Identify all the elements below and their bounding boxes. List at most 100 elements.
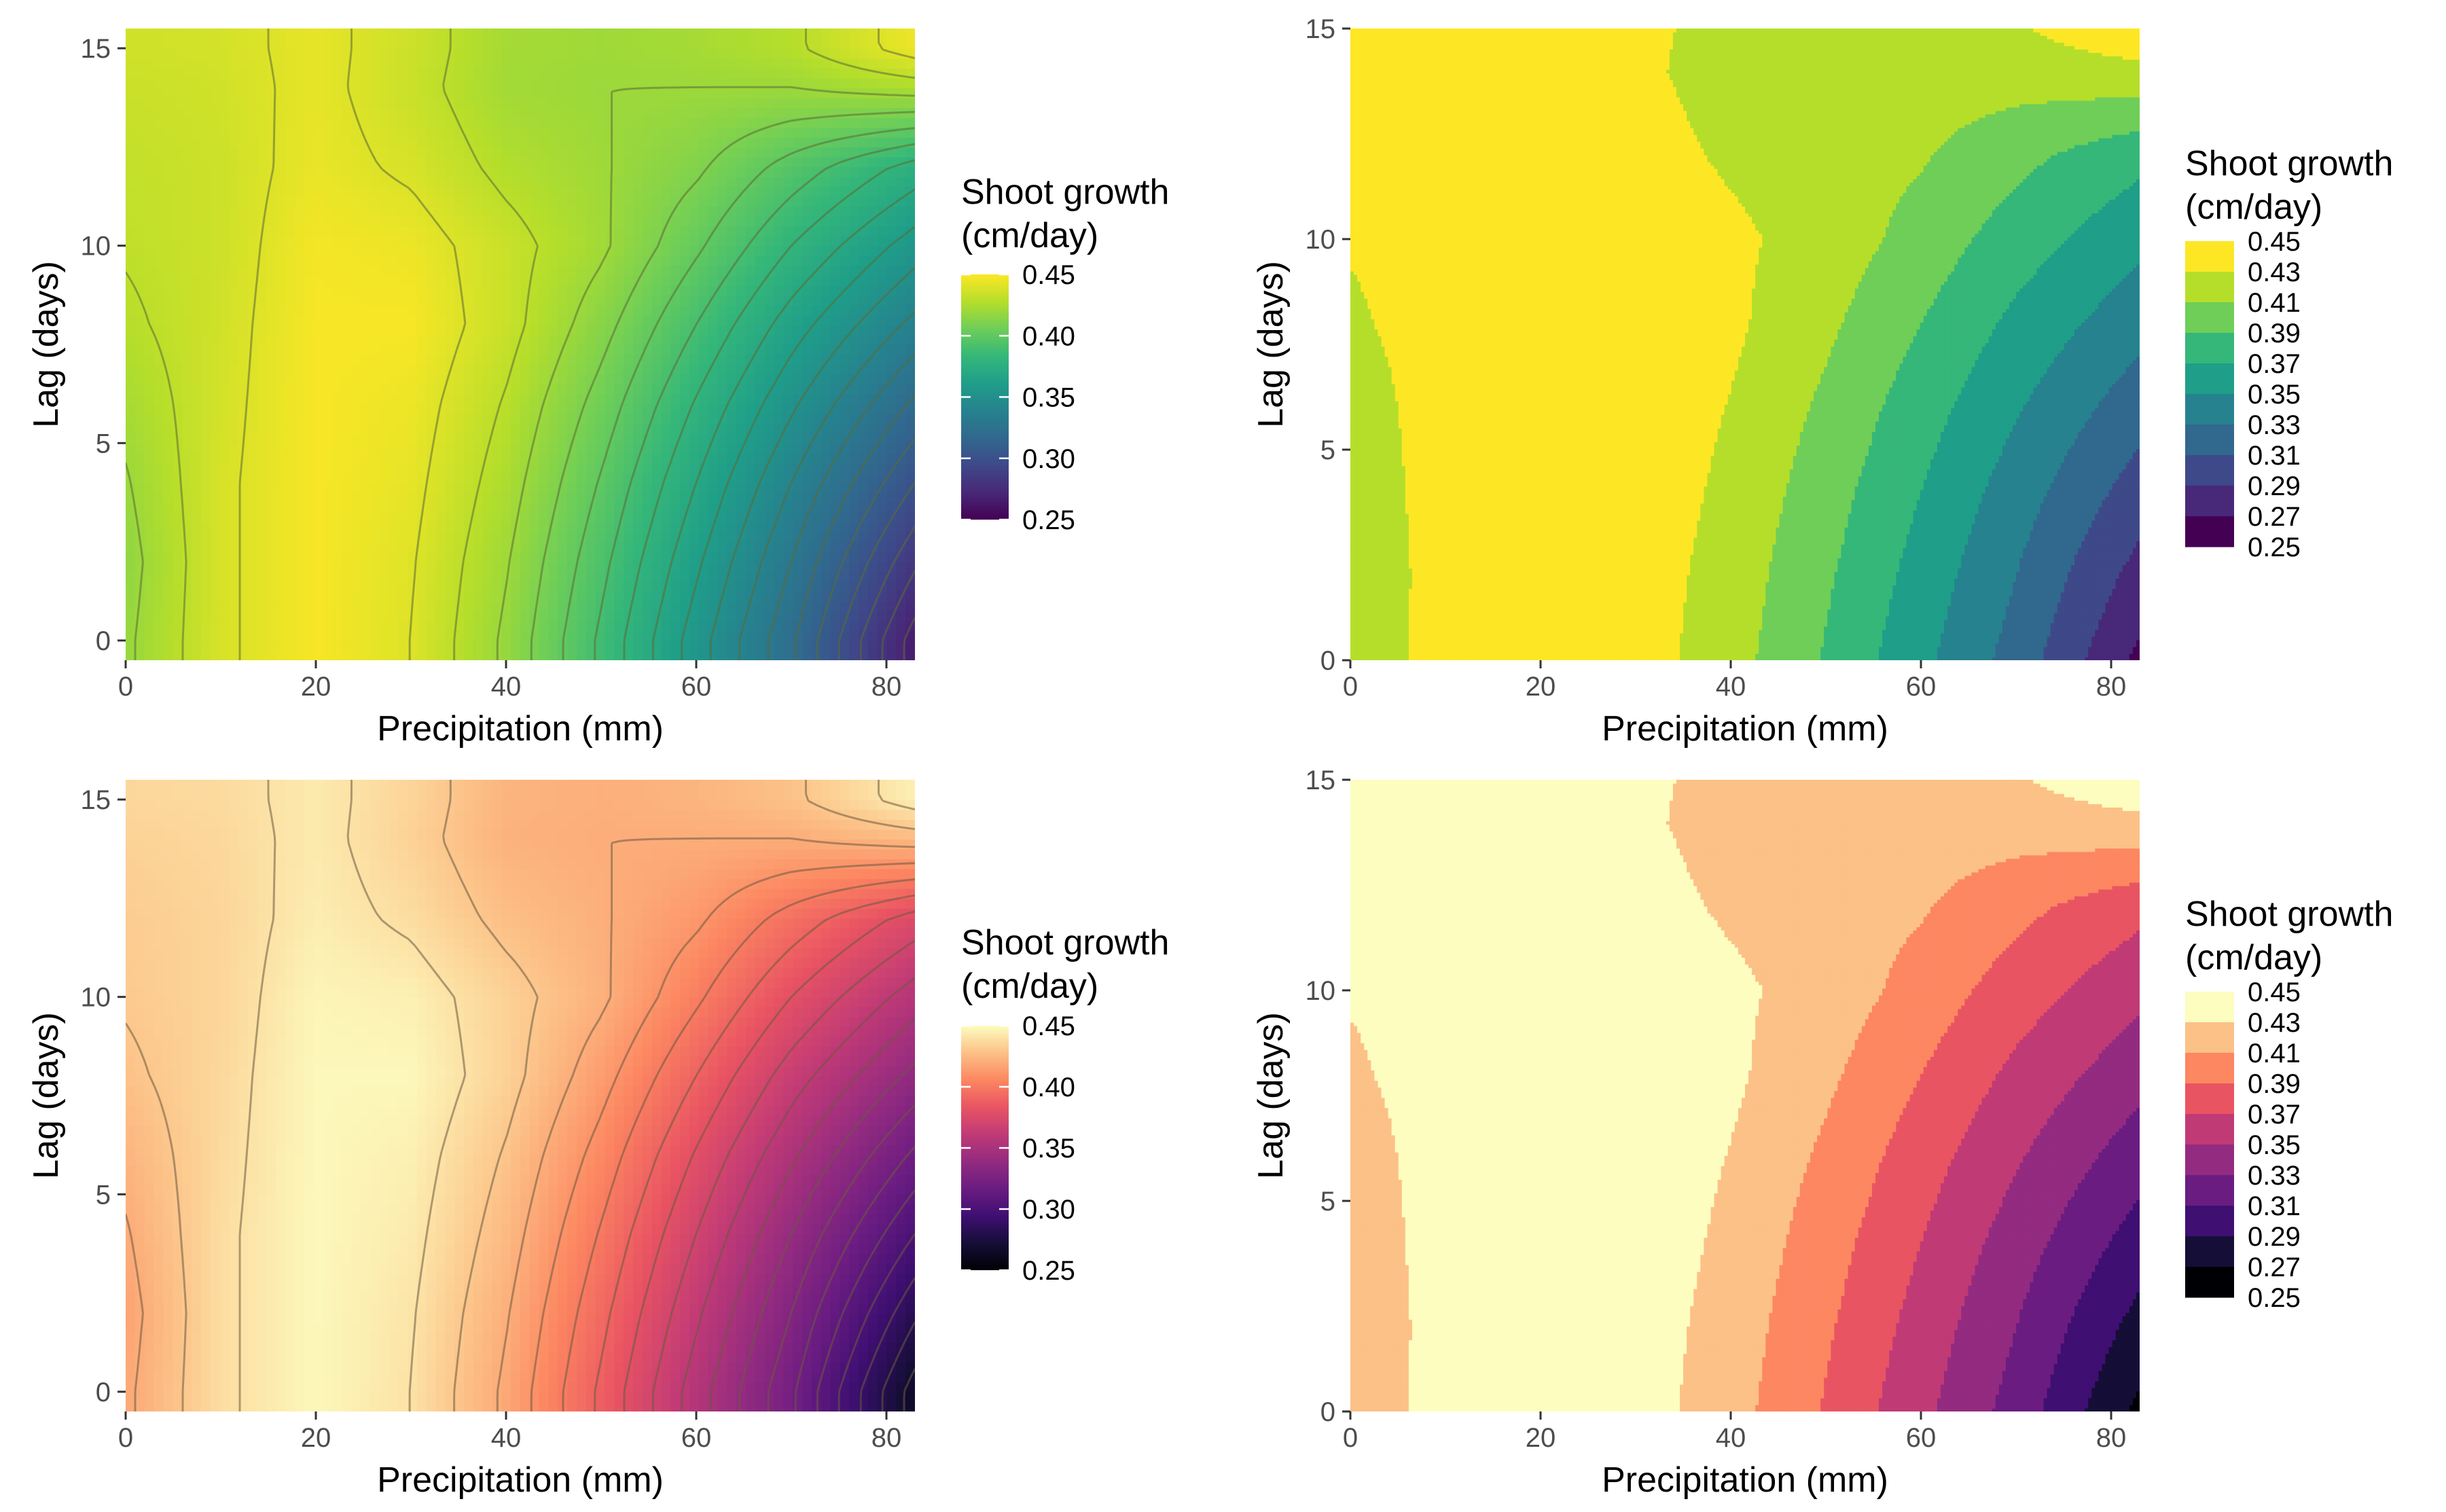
heat-cell [586, 196, 596, 206]
heat-cell [145, 522, 155, 533]
heat-cell [783, 532, 793, 542]
heat-cell [662, 118, 672, 128]
heat-cell [285, 157, 295, 167]
heat-cell [605, 137, 615, 147]
heat-cell [840, 374, 850, 384]
heat-cell [849, 641, 859, 651]
heat-cell [219, 463, 230, 473]
heat-cell [211, 571, 221, 581]
heat-cell [849, 344, 859, 355]
heat-cell [492, 206, 503, 217]
heat-cell [276, 512, 286, 522]
heat-cell [135, 571, 145, 581]
heat-cell [652, 216, 662, 226]
heat-cell [821, 196, 831, 206]
heat-cell [511, 630, 521, 641]
heat-cell [859, 443, 869, 453]
heat-cell [342, 285, 352, 295]
heat-cell [840, 344, 850, 355]
heat-cell [361, 196, 371, 206]
heat-cell [586, 236, 596, 246]
heat-cell [351, 266, 361, 276]
heat-cell [501, 621, 511, 631]
heat-cell [878, 325, 888, 335]
heat-cell [398, 650, 408, 660]
heat-cell [408, 107, 418, 118]
heat-cell [539, 325, 550, 335]
heat-cell [219, 275, 230, 285]
heat-cell [323, 206, 334, 217]
heat-cell [238, 137, 249, 147]
heat-cell [464, 285, 474, 295]
heat-cell [248, 98, 258, 108]
heat-cell [389, 226, 399, 236]
heat-cell [154, 305, 164, 315]
heat-cell [295, 433, 305, 444]
heat-cell [304, 78, 314, 88]
heat-cell [605, 107, 615, 118]
heat-cell [211, 305, 221, 315]
heat-cell [520, 433, 530, 444]
heat-cell [201, 314, 211, 325]
heat-cell [464, 423, 474, 433]
heat-cell [361, 463, 371, 473]
heat-cell [887, 295, 897, 305]
heat-cell [211, 78, 221, 88]
heat-cell [295, 266, 305, 276]
heat-cell [868, 433, 878, 444]
heat-cell [342, 492, 352, 503]
heat-cell [718, 522, 728, 533]
heat-cell [408, 482, 418, 492]
heat-cell [417, 641, 427, 651]
heat-cell [398, 503, 408, 513]
heat-cell [332, 532, 342, 542]
heat-cell [896, 166, 906, 177]
heat-cell [408, 166, 418, 177]
heat-cell [670, 630, 681, 641]
heat-cell [492, 216, 503, 226]
heat-cell [380, 137, 390, 147]
heat-cell [558, 403, 568, 414]
heat-cell [285, 453, 295, 463]
heat-cell [605, 166, 615, 177]
heat-cell [501, 355, 511, 365]
heat-cell [840, 305, 850, 315]
heat-cell [530, 314, 540, 325]
heat-cell [530, 522, 540, 533]
heat-cell [154, 314, 164, 325]
heat-cell [464, 68, 474, 78]
heat-cell [812, 473, 822, 483]
heat-cell [211, 641, 221, 651]
heat-cell [727, 512, 737, 522]
heat-cell [511, 314, 521, 325]
heat-cell [154, 127, 164, 137]
heat-cell [483, 246, 493, 256]
heat-cell [248, 473, 258, 483]
heat-cell [859, 196, 869, 206]
heat-cell [182, 403, 192, 414]
heat-cell [520, 236, 530, 246]
heat-cell [342, 522, 352, 533]
heat-cell [727, 433, 737, 444]
heat-cell [417, 355, 427, 365]
heat-cell [670, 314, 681, 325]
heat-cell [887, 314, 897, 325]
heat-cell [783, 88, 793, 98]
heat-cell [849, 355, 859, 365]
heat-cell [285, 414, 295, 424]
heat-cell [727, 423, 737, 433]
heat-cell [342, 137, 352, 147]
heat-cell [680, 473, 690, 483]
heat-cell [633, 423, 643, 433]
heat-cell [323, 503, 334, 513]
heat-cell [182, 591, 192, 601]
heat-cell [577, 473, 587, 483]
heat-cell [708, 206, 719, 217]
heat-cell [285, 601, 295, 611]
heat-cell [708, 571, 719, 581]
heat-cell [708, 334, 719, 344]
heat-cell [417, 88, 427, 98]
heat-cell [163, 314, 173, 325]
heat-cell [238, 68, 249, 78]
heat-cell [633, 542, 643, 552]
